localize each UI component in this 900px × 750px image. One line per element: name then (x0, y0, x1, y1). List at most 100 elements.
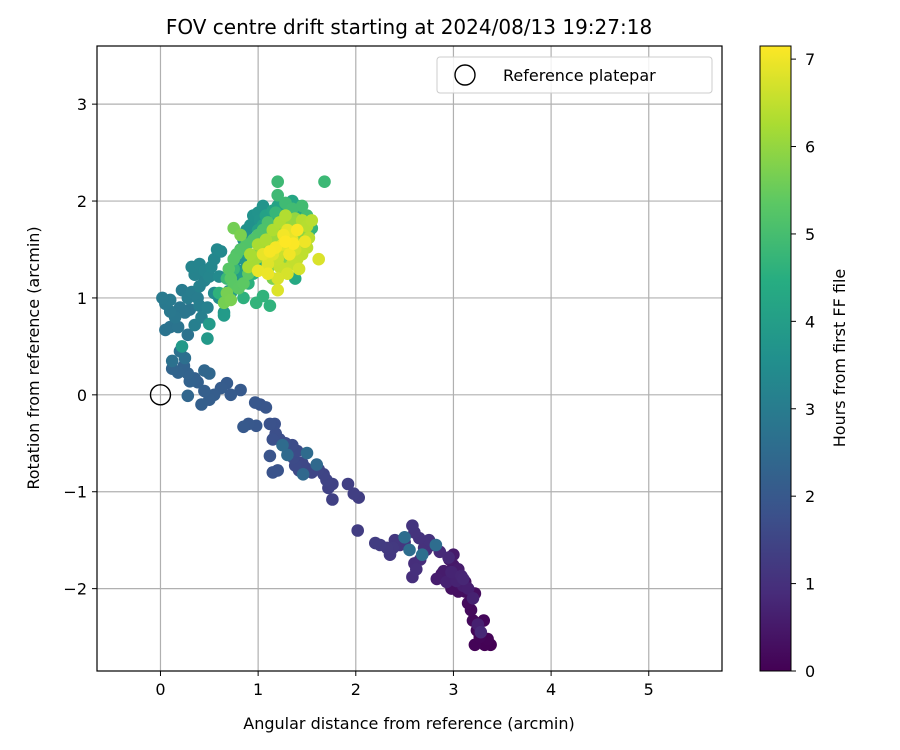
y-axis-label: Rotation from reference (arcmin) (24, 226, 43, 489)
scatter-point (201, 301, 214, 314)
scatter-point (310, 458, 324, 471)
y-tick-label: 1 (77, 289, 87, 308)
scatter-point (269, 206, 283, 219)
legend-marker (454, 64, 476, 86)
scatter-point (263, 299, 277, 313)
scatter-point (281, 267, 294, 281)
scatter-point (347, 487, 361, 501)
scatter-point (415, 548, 429, 561)
y-tick-label: −1 (63, 483, 87, 502)
y-tick-label: 0 (77, 386, 87, 405)
scatter-point (175, 340, 189, 353)
x-tick-label: 3 (448, 680, 458, 699)
x-axis-label: Angular distance from reference (arcmin) (243, 714, 574, 733)
scatter-point (214, 245, 228, 258)
y-tick-label: 3 (77, 95, 87, 114)
scatter-point (398, 531, 411, 544)
scatter-point (263, 449, 277, 463)
scatter-point (445, 565, 458, 579)
scatter-point (290, 223, 304, 237)
colorbar-tick-label: 6 (805, 138, 815, 157)
scatter-point (227, 252, 240, 266)
scatter-point (466, 592, 480, 605)
scatter-point (292, 262, 306, 276)
scatter-point (298, 235, 312, 248)
scatter-point (237, 420, 250, 434)
scatter-point (234, 228, 247, 242)
scatter-point (410, 563, 423, 576)
scatter-point (198, 364, 211, 377)
scatter-point (165, 354, 179, 368)
scatter-point (406, 519, 419, 532)
scatter-point (279, 209, 292, 222)
scatter-point (271, 272, 285, 285)
scatter-point (295, 199, 309, 213)
x-axis-ticks: 0 1 2 3 4 5 (155, 671, 654, 699)
grid (97, 46, 722, 671)
scatter-point (305, 214, 319, 227)
colorbar-tick-label: 4 (805, 312, 815, 331)
reference-marker (149, 384, 172, 406)
reference-platepar-point (149, 384, 172, 406)
scatter-point (300, 446, 314, 460)
y-axis-ticks: −2 −1 0 1 2 3 (63, 95, 97, 599)
colorbar-tick-label: 5 (805, 225, 815, 244)
scatter-point (263, 245, 277, 258)
chart-title: FOV centre drift starting at 2024/08/13 … (166, 15, 652, 39)
colorbar-tick-label: 7 (805, 50, 815, 69)
scatter-point (430, 572, 444, 586)
scatter-point (237, 291, 250, 305)
scatter-point (271, 175, 285, 188)
scatter-point (237, 277, 250, 290)
scatter-point (279, 235, 292, 248)
scatter-point (259, 233, 273, 247)
colorbar-tick-label: 3 (805, 400, 815, 419)
colorbar-gradient (759, 45, 792, 672)
scatter-point (251, 264, 265, 278)
scatter-point (248, 396, 262, 409)
scatter-point (244, 248, 257, 261)
scatter-point (156, 291, 169, 305)
scatter-point (283, 248, 296, 261)
scatter-point (312, 252, 326, 266)
colorbar-tick-label: 0 (805, 662, 815, 681)
colorbar-tick-label: 2 (805, 487, 815, 506)
colorbar-tick-label: 1 (805, 575, 815, 594)
scatter-point (234, 383, 247, 397)
legend: Reference platepar (436, 56, 713, 94)
scatter-point (403, 543, 416, 557)
scatter-point (173, 301, 187, 314)
scatter-point (263, 417, 277, 431)
colorbar-label: Hours from first FF file (830, 269, 849, 448)
scatter-point (181, 328, 195, 342)
legend-label: Reference platepar (503, 66, 656, 85)
scatter-point (201, 332, 214, 345)
scatter-point (222, 262, 236, 276)
x-tick-label: 1 (253, 680, 263, 699)
scatter-point (224, 388, 238, 402)
scatter-point (461, 582, 475, 595)
scatter-point (256, 199, 270, 213)
scatter-point (171, 320, 185, 334)
x-tick-label: 5 (644, 680, 654, 699)
x-tick-label: 0 (155, 680, 165, 699)
scatter-point (440, 575, 453, 589)
scatter-point (271, 283, 285, 297)
scatter-point (326, 493, 339, 506)
scatter-point (318, 175, 331, 188)
scatter-point (474, 625, 488, 639)
scatter-point (281, 448, 294, 462)
scatter-point (429, 538, 443, 552)
scatter-point (456, 572, 470, 586)
scatter-point (266, 433, 280, 446)
y-tick-label: 2 (77, 192, 87, 211)
scatter-point (259, 401, 273, 414)
scatter-point (351, 524, 365, 537)
y-tick-label: −2 (63, 580, 87, 599)
scatter-point (181, 389, 195, 403)
colorbar: 0 1 2 3 4 5 6 7 Hours from first FF file (759, 45, 849, 681)
scatter-point (203, 317, 216, 331)
x-tick-label: 4 (546, 680, 556, 699)
scatter-point (217, 309, 231, 322)
